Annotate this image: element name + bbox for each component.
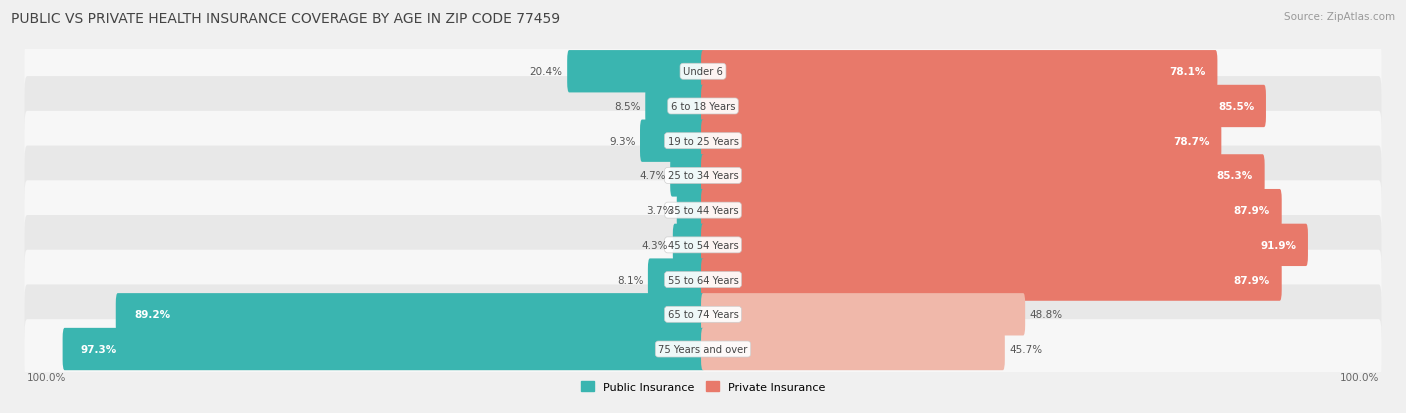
FancyBboxPatch shape <box>671 155 704 197</box>
Text: 4.3%: 4.3% <box>641 240 668 250</box>
Text: 85.3%: 85.3% <box>1216 171 1253 181</box>
Text: 4.7%: 4.7% <box>640 171 665 181</box>
FancyBboxPatch shape <box>24 181 1382 240</box>
Text: PUBLIC VS PRIVATE HEALTH INSURANCE COVERAGE BY AGE IN ZIP CODE 77459: PUBLIC VS PRIVATE HEALTH INSURANCE COVER… <box>11 12 561 26</box>
Text: 89.2%: 89.2% <box>134 310 170 320</box>
Text: 6 to 18 Years: 6 to 18 Years <box>671 102 735 112</box>
FancyBboxPatch shape <box>702 293 1025 336</box>
FancyBboxPatch shape <box>24 112 1382 171</box>
Text: 78.1%: 78.1% <box>1170 67 1205 77</box>
FancyBboxPatch shape <box>24 146 1382 206</box>
Text: 100.0%: 100.0% <box>27 372 66 382</box>
FancyBboxPatch shape <box>640 120 704 162</box>
FancyBboxPatch shape <box>24 250 1382 310</box>
FancyBboxPatch shape <box>24 216 1382 275</box>
Text: Under 6: Under 6 <box>683 67 723 77</box>
FancyBboxPatch shape <box>648 259 704 301</box>
Text: 9.3%: 9.3% <box>609 136 636 146</box>
Text: 8.1%: 8.1% <box>617 275 644 285</box>
FancyBboxPatch shape <box>24 42 1382 102</box>
Text: 35 to 44 Years: 35 to 44 Years <box>668 206 738 216</box>
FancyBboxPatch shape <box>702 190 1282 232</box>
Text: 78.7%: 78.7% <box>1173 136 1209 146</box>
FancyBboxPatch shape <box>567 51 704 93</box>
Text: Source: ZipAtlas.com: Source: ZipAtlas.com <box>1284 12 1395 22</box>
Text: 85.5%: 85.5% <box>1218 102 1254 112</box>
Text: 8.5%: 8.5% <box>614 102 641 112</box>
FancyBboxPatch shape <box>702 120 1222 162</box>
Text: 100.0%: 100.0% <box>1340 372 1379 382</box>
Text: 25 to 34 Years: 25 to 34 Years <box>668 171 738 181</box>
Text: 75 Years and over: 75 Years and over <box>658 344 748 354</box>
Text: 48.8%: 48.8% <box>1029 310 1063 320</box>
Text: 87.9%: 87.9% <box>1233 206 1270 216</box>
Text: 87.9%: 87.9% <box>1233 275 1270 285</box>
Text: 55 to 64 Years: 55 to 64 Years <box>668 275 738 285</box>
FancyBboxPatch shape <box>24 319 1382 379</box>
FancyBboxPatch shape <box>702 155 1264 197</box>
FancyBboxPatch shape <box>24 285 1382 344</box>
Text: 91.9%: 91.9% <box>1260 240 1296 250</box>
FancyBboxPatch shape <box>63 328 704 370</box>
FancyBboxPatch shape <box>24 77 1382 137</box>
Text: 97.3%: 97.3% <box>82 344 117 354</box>
Text: 19 to 25 Years: 19 to 25 Years <box>668 136 738 146</box>
Legend: Public Insurance, Private Insurance: Public Insurance, Private Insurance <box>581 382 825 392</box>
Text: 45.7%: 45.7% <box>1010 344 1042 354</box>
FancyBboxPatch shape <box>702 85 1265 128</box>
FancyBboxPatch shape <box>673 224 704 266</box>
Text: 45 to 54 Years: 45 to 54 Years <box>668 240 738 250</box>
FancyBboxPatch shape <box>702 259 1282 301</box>
FancyBboxPatch shape <box>702 328 1005 370</box>
FancyBboxPatch shape <box>702 51 1218 93</box>
FancyBboxPatch shape <box>115 293 704 336</box>
FancyBboxPatch shape <box>676 190 704 232</box>
Text: 65 to 74 Years: 65 to 74 Years <box>668 310 738 320</box>
FancyBboxPatch shape <box>645 85 704 128</box>
Text: 3.7%: 3.7% <box>645 206 672 216</box>
FancyBboxPatch shape <box>702 224 1308 266</box>
Text: 20.4%: 20.4% <box>530 67 562 77</box>
